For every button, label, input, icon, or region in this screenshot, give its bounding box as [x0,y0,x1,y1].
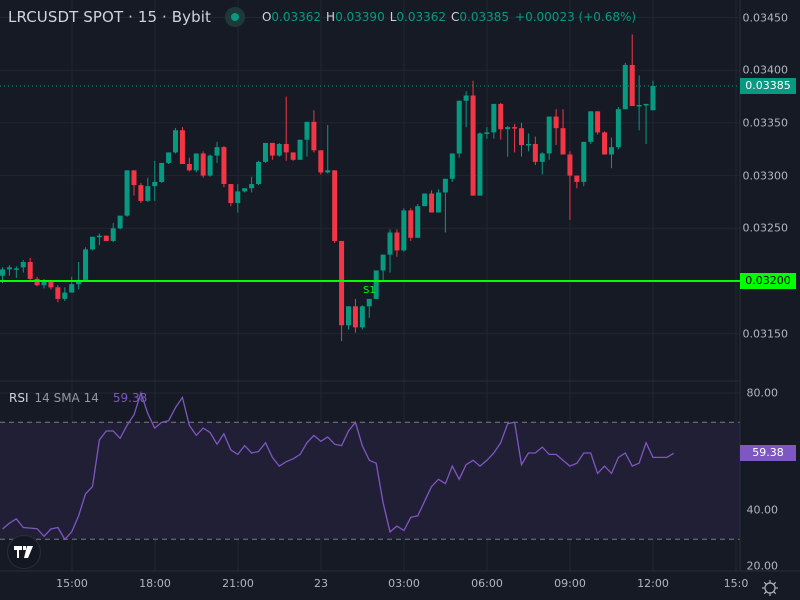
ohlc-close-key: C [451,10,460,24]
rsi-band-lines [0,421,740,540]
support-label: S1 [363,285,376,296]
time-tick-label: 09:00 [554,577,586,590]
rsi-name[interactable]: RSI [9,391,29,405]
rsi-line[interactable] [2,390,675,541]
price-tick-label: 0.03250 [742,221,789,235]
rsi-tick-label: 80.00 [746,386,779,400]
rsi-value: 59.38 [112,391,148,405]
settings-button[interactable] [760,578,780,598]
ohlc-low-value: 0.03362 [396,10,447,24]
time-tick-label: 18:00 [139,577,171,590]
rsi-legend[interactable]: RSI 14 SMA 14 59.38 [9,391,147,405]
ohlc-low-key: L [389,10,397,24]
price-change: +0.00023 (+0.68%) [515,10,637,24]
time-tick-label: 21:00 [222,577,254,590]
time-tick-label: 06:00 [471,577,503,590]
tradingview-logo-icon [14,546,33,558]
time-tick-label: 12:00 [637,577,669,590]
symbol-title[interactable]: LRCUSDT SPOT · 15 · Bybit [8,8,211,26]
ohlc-high-value: 0.03390 [335,10,385,24]
price-tick-label: 0.03350 [742,116,789,130]
time-tick-label: 23 [314,577,328,590]
rsi-tick-label: 20.00 [746,559,779,573]
price-tick-label: 0.03400 [742,63,789,77]
gear-icon [762,580,778,596]
price-tick-label: 0.03450 [742,11,789,24]
rsi-band-fill [0,422,740,540]
price-tick-label: 0.03150 [742,327,789,341]
time-tick-label: 15:0 [723,577,749,590]
ohlc-open-key: O [261,10,272,24]
price-tick-label: 0.03300 [742,169,789,183]
ohlc-high-key: H [326,10,336,24]
support-price-tag: 0.03200 [740,273,796,289]
symbol-legend[interactable]: LRCUSDT SPOT · 15 · Bybit O 0.03362 H 0.03… [8,7,636,27]
ohlc-close-value: 0.03385 [459,10,510,24]
rsi-value-tag: 59.38 [740,445,796,462]
candlestick-series[interactable] [0,34,656,342]
rsi-params: 14 SMA 14 [34,391,99,405]
time-tick-label: 15:00 [56,577,88,590]
ohlc-open-value: 0.03362 [271,10,322,24]
last-price-tag: 0.03385 [740,78,796,94]
rsi-tick-label: 40.00 [746,503,779,517]
market-status-icon[interactable] [224,7,245,27]
tradingview-logo[interactable] [7,535,41,569]
time-tick-label: 03:00 [388,577,420,590]
